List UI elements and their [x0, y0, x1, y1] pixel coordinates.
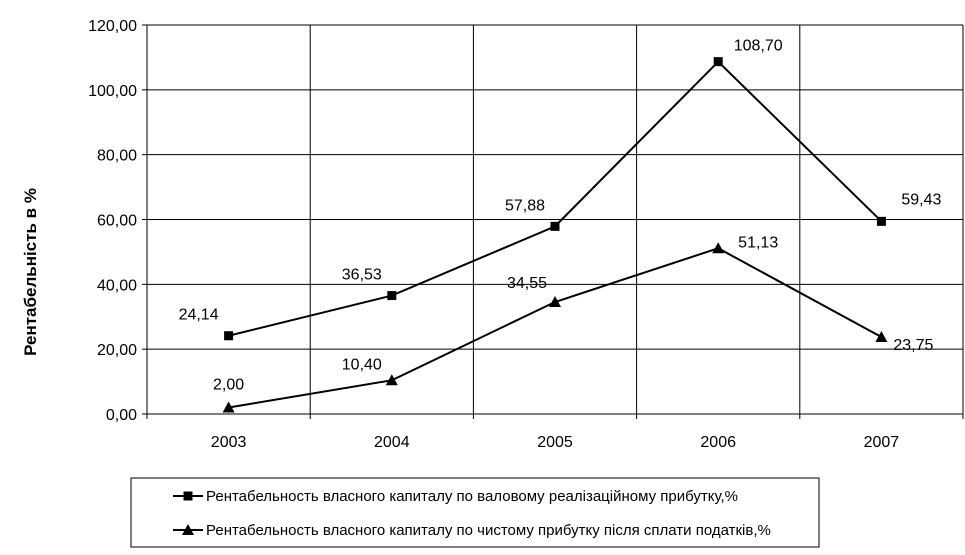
legend-square-marker: [183, 491, 193, 501]
legend-label-series-2: Рентабельность власного капиталу по чист…: [206, 522, 771, 539]
y-tick-label: 120,00: [88, 18, 137, 35]
data-point-square: [550, 221, 560, 231]
legend-box: [130, 477, 820, 548]
legend: Рентабельность власного капиталу по вало…: [130, 477, 820, 548]
data-point-triangle: [222, 401, 235, 413]
legend-label-series-1: Рентабельность власного капиталу по вало…: [206, 488, 738, 505]
data-label: 23,75: [893, 337, 933, 354]
data-label: 34,55: [507, 275, 547, 292]
x-tick-label: 2007: [864, 434, 900, 451]
data-label: 59,43: [901, 191, 941, 208]
axes: 0,00 20,00 40,00 60,00 80,00 100,00 120,00 2003…: [88, 18, 899, 451]
y-tick-label: 20,00: [97, 342, 137, 359]
data-point-square: [713, 57, 723, 67]
data-label: 51,13: [738, 234, 778, 251]
x-tick-label: 2006: [700, 434, 736, 451]
y-axis-title: Рентабельність в %: [21, 188, 40, 356]
data-point-square: [387, 291, 397, 301]
data-label: 36,53: [342, 267, 382, 284]
data-point-triangle: [385, 374, 398, 386]
series-line-1: [228, 60, 883, 337]
legend-triangle-marker: [182, 524, 194, 535]
data-point-square: [224, 331, 234, 341]
data-point-triangle: [549, 296, 561, 308]
data-label: 108,70: [734, 38, 783, 55]
series: [222, 57, 888, 413]
y-tick-label: 40,00: [97, 277, 137, 294]
data-label: 10,40: [342, 356, 382, 373]
data-label: 24,14: [179, 307, 219, 324]
x-tick-label: 2003: [211, 434, 247, 451]
series-line-2: [228, 247, 882, 409]
y-tick-label: 100,00: [88, 83, 137, 100]
y-tick-label: 80,00: [97, 148, 137, 165]
data-label: 57,88: [505, 197, 545, 214]
data-labels: 24,14 36,53 57,88 108,70 59,43 2,00 10,40 34,55…: [179, 38, 942, 394]
y-tick-label: 0,00: [106, 407, 137, 424]
data-point-triangle: [712, 242, 725, 254]
x-tick-label: 2005: [537, 434, 573, 451]
data-point-triangle: [875, 331, 888, 343]
data-label: 2,00: [213, 377, 244, 394]
data-point-square: [876, 216, 886, 226]
y-tick-label: 60,00: [97, 213, 137, 230]
x-tick-label: 2004: [374, 434, 410, 451]
gridlines: [146, 24, 964, 419]
